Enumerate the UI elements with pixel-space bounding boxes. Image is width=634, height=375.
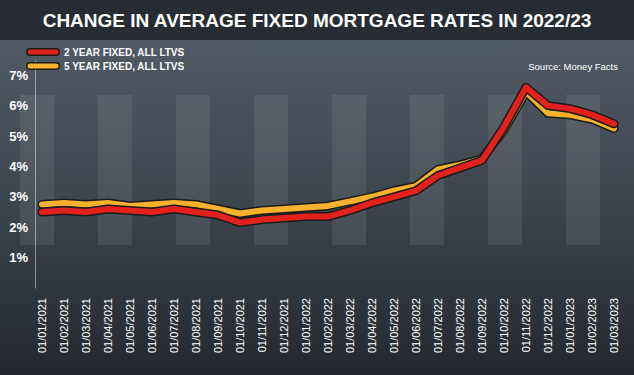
- x-tick: 01/03/2023: [608, 292, 620, 353]
- x-tick: 01/08/2021: [190, 292, 202, 353]
- x-axis: 01/01/2021 01/02/2021 01/03/2021 01/04/2021…: [36, 292, 620, 353]
- y-axis-line: [35, 61, 36, 289]
- x-tick: 01/12/2022: [542, 292, 554, 353]
- x-tick-label: 01/07/2021: [168, 298, 180, 353]
- x-tick: 01/06/2021: [146, 292, 158, 353]
- x-tick: 01/10/2021: [234, 292, 246, 353]
- y-tick: 5%: [9, 129, 35, 144]
- y-axis: 1% 2% 3% 4% 5% 6% 7%: [9, 61, 35, 289]
- x-tick-label: 01/02/2023: [586, 298, 598, 353]
- y-tick-label: 7%: [9, 68, 28, 83]
- x-tick: 01/05/2022: [388, 292, 400, 353]
- x-tick: 01/04/2022: [366, 292, 378, 353]
- x-tick: 01/11/2021: [256, 292, 268, 352]
- x-tick-label: 01/03/2021: [80, 298, 92, 353]
- x-tick-label: 01/03/2022: [344, 298, 356, 353]
- x-tick-label: 01/06/2021: [146, 298, 158, 353]
- x-tick: 01/06/2022: [410, 292, 422, 353]
- x-tick: 01/09/2021: [212, 292, 224, 353]
- series-line: [42, 92, 614, 214]
- x-tick: 01/12/2021: [278, 292, 290, 353]
- x-tick: 01/07/2021: [168, 292, 180, 353]
- x-tick-label: 01/11/2021: [256, 298, 268, 352]
- x-tick: 01/03/2022: [344, 292, 356, 353]
- x-tick-label: 01/04/2022: [366, 298, 378, 353]
- x-tick-label: 01/02/2021: [58, 298, 70, 353]
- y-tick: 7%: [9, 68, 35, 83]
- x-tick-label: 01/01/2021: [36, 298, 48, 353]
- chart-title: CHANGE IN AVERAGE FIXED MORTGAGE RATES I…: [43, 10, 592, 31]
- x-tick-label: 01/05/2021: [124, 298, 136, 353]
- x-tick: 01/01/2022: [300, 292, 312, 353]
- x-tick: 01/03/2021: [80, 292, 92, 353]
- x-tick-label: 01/01/2023: [564, 298, 576, 353]
- x-tick: 01/09/2022: [476, 292, 488, 353]
- x-tick-label: 01/05/2022: [388, 298, 400, 353]
- legend-label: 2 YEAR FIXED, ALL LTVS: [64, 47, 185, 58]
- x-tick: 01/01/2023: [564, 292, 576, 353]
- background: [0, 0, 634, 375]
- legend: 2 YEAR FIXED, ALL LTVS 5 YEAR FIXED, ALL …: [30, 47, 185, 72]
- x-tick-label: 01/04/2021: [102, 298, 114, 353]
- x-tick-label: 01/07/2022: [432, 298, 444, 353]
- x-tick: 01/04/2021: [102, 292, 114, 353]
- y-tick-label: 2%: [9, 220, 28, 235]
- source-note: Source: Money Facts: [528, 61, 618, 72]
- series-line-outline: [42, 92, 614, 214]
- x-tick-label: 01/12/2021: [278, 298, 290, 353]
- y-tick-label: 1%: [9, 250, 28, 265]
- x-tick-label: 01/09/2022: [476, 298, 488, 353]
- x-tick-label: 01/03/2023: [608, 298, 620, 353]
- legend-label: 5 YEAR FIXED, ALL LTVS: [64, 61, 185, 72]
- x-tick-label: 01/06/2022: [410, 298, 422, 353]
- x-tick-label: 01/10/2022: [498, 298, 510, 353]
- x-tick: 01/11/2022: [520, 292, 532, 352]
- y-tick-label: 6%: [9, 98, 28, 113]
- y-tick: 1%: [9, 250, 35, 265]
- legend-swatch-outline: [30, 48, 56, 56]
- facade-window: [332, 95, 366, 245]
- x-tick-label: 01/09/2021: [212, 298, 224, 353]
- x-tick: 01/02/2023: [586, 292, 598, 353]
- y-tick: 6%: [9, 98, 35, 113]
- y-tick: 4%: [9, 159, 35, 174]
- x-tick-label: 01/02/2022: [322, 298, 334, 353]
- legend-swatch-outline: [30, 62, 56, 70]
- x-tick: 01/02/2022: [322, 292, 334, 353]
- legend-swatch: [30, 64, 56, 69]
- legend-swatch: [30, 50, 56, 55]
- y-tick-label: 5%: [9, 129, 28, 144]
- x-tick-label: 01/08/2022: [454, 298, 466, 353]
- y-tick: 2%: [9, 220, 35, 235]
- x-tick-label: 01/08/2021: [190, 298, 202, 353]
- y-tick-label: 3%: [9, 189, 28, 204]
- x-tick: 01/01/2021: [36, 292, 48, 353]
- x-tick: 01/10/2022: [498, 292, 510, 353]
- title-band: [0, 0, 634, 40]
- x-tick: 01/08/2022: [454, 292, 466, 353]
- series-line: [42, 87, 614, 222]
- x-tick-label: 01/01/2022: [300, 298, 312, 353]
- x-tick: 01/05/2021: [124, 292, 136, 353]
- x-tick: 01/07/2022: [432, 292, 444, 353]
- x-tick-label: 01/11/2022: [520, 298, 532, 352]
- facade-window: [98, 95, 132, 245]
- x-tick-label: 01/12/2022: [542, 298, 554, 353]
- x-tick: 01/02/2021: [58, 292, 70, 353]
- y-tick-label: 4%: [9, 159, 28, 174]
- y-tick: 3%: [9, 189, 35, 204]
- series-line-outline: [42, 87, 614, 222]
- facade-window: [176, 95, 210, 245]
- chart-svg: CHANGE IN AVERAGE FIXED MORTGAGE RATES I…: [0, 0, 634, 375]
- lines: [42, 87, 614, 222]
- x-tick-label: 01/10/2021: [234, 298, 246, 353]
